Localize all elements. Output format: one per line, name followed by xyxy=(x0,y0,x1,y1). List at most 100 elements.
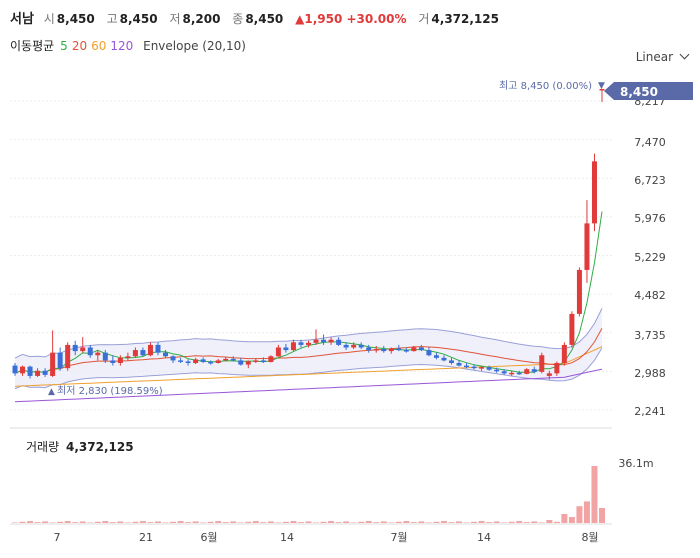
candle-body xyxy=(102,352,108,361)
volume-bar xyxy=(335,522,342,523)
candle-body xyxy=(140,350,146,356)
candle-body xyxy=(456,362,462,366)
candle-body xyxy=(418,347,424,351)
volume-label: 거 xyxy=(418,12,430,26)
ma-title: 이동평균 xyxy=(10,39,55,53)
volume-bar xyxy=(591,466,598,523)
candle-body xyxy=(57,352,63,369)
volume-bar xyxy=(328,521,335,523)
volume-bar xyxy=(433,521,440,523)
scale-mode-dropdown[interactable]: Linear xyxy=(636,49,690,64)
volume-bar xyxy=(418,521,425,523)
up-arrow-icon: ▲ xyxy=(48,387,55,397)
volume-bar xyxy=(395,521,402,523)
volume-bar xyxy=(42,521,49,523)
volume-bar xyxy=(508,521,515,523)
stock-name: 서남 xyxy=(10,12,34,27)
candle-body xyxy=(426,350,432,356)
volume-bar xyxy=(230,521,237,523)
candle-body xyxy=(373,349,379,351)
envelope-legend[interactable]: Envelope (20,10) xyxy=(143,39,246,53)
volume-bar xyxy=(365,521,372,523)
candle-body xyxy=(275,347,281,357)
candle-body xyxy=(290,342,296,351)
volume-bar xyxy=(132,521,139,523)
close-value: 8,450 xyxy=(245,12,284,26)
volume-value: 4,372,125 xyxy=(431,12,499,26)
volume-bar xyxy=(290,521,297,523)
envelope-upper xyxy=(14,308,603,359)
volume-bar xyxy=(305,521,312,523)
candle-body xyxy=(351,344,357,348)
volume-bar xyxy=(403,521,410,523)
x-label-2: 21 xyxy=(139,531,153,544)
volume-bar xyxy=(553,521,560,523)
volume-bar xyxy=(72,522,79,523)
candle-body xyxy=(20,366,26,374)
grid-lines xyxy=(10,100,612,525)
candle-body xyxy=(403,350,409,352)
volume-bar xyxy=(207,521,214,523)
candle-body xyxy=(554,362,560,374)
candle-body xyxy=(358,344,364,348)
volume-bar xyxy=(27,521,34,523)
candle-body xyxy=(591,161,597,224)
candle-body xyxy=(50,352,56,376)
volume-bar xyxy=(102,521,109,523)
candle-body xyxy=(306,342,311,345)
candle-body xyxy=(65,344,71,369)
ma-20[interactable]: 20 xyxy=(71,39,88,53)
candle-body xyxy=(328,339,334,343)
candle-body xyxy=(208,361,214,364)
candle-body xyxy=(486,367,492,370)
volume-bar xyxy=(516,521,523,523)
y-tick-6: 4,482 xyxy=(634,289,666,302)
volume-bar xyxy=(297,522,304,523)
y-tick-4: 5,976 xyxy=(634,212,666,225)
candlesticks xyxy=(12,88,605,380)
volume-bar xyxy=(79,521,86,523)
candle-body xyxy=(561,344,567,363)
ma-120[interactable]: 120 xyxy=(110,39,134,53)
high-label: 고 xyxy=(106,12,118,26)
volume-bar xyxy=(260,522,267,523)
candle-body xyxy=(125,356,131,358)
candle-body xyxy=(163,352,169,357)
low-value: 8,200 xyxy=(182,12,221,26)
candle-body xyxy=(132,350,138,357)
volume-bar xyxy=(568,517,575,523)
candle-body xyxy=(178,360,184,362)
x-label-1: 7 xyxy=(54,531,61,544)
open-label: 시 xyxy=(43,12,55,26)
current-price-value: 8,450 xyxy=(620,85,658,99)
volume-bar xyxy=(486,522,493,523)
candle-body xyxy=(524,369,530,374)
candle-body xyxy=(531,369,537,372)
volume-bar xyxy=(109,522,116,523)
price-header: 서남 시 8,450 고 8,450 저 8,200 종 8,450 ▲1,950 +3… xyxy=(10,8,507,27)
volume-bar xyxy=(267,521,274,523)
volume-bar xyxy=(523,522,530,523)
candle-body xyxy=(464,365,470,368)
candle-body xyxy=(381,349,387,352)
envelope-fill xyxy=(15,308,602,389)
volume-bar xyxy=(599,508,605,523)
candle-body xyxy=(509,372,515,375)
volume-bar xyxy=(343,521,350,523)
moving-average-legend: 이동평균 5 20 60 120 Envelope (20,10) xyxy=(10,37,252,54)
volume-bar xyxy=(252,521,259,523)
candle-body xyxy=(516,372,522,375)
volume-bar xyxy=(440,521,447,523)
current-price-tag[interactable]: 8,450 xyxy=(604,82,693,100)
volume-bar xyxy=(282,521,289,523)
candle-body xyxy=(87,347,93,356)
ma-5[interactable]: 5 xyxy=(60,39,68,53)
candle-body xyxy=(569,313,575,345)
ma-60[interactable]: 60 xyxy=(91,39,107,53)
close-label: 종 xyxy=(232,12,244,26)
open-value: 8,450 xyxy=(56,12,95,26)
volume-bar xyxy=(57,521,64,523)
candle-body xyxy=(147,344,153,356)
low-annotation: 최저 2,830 (198.59%) xyxy=(57,385,163,397)
